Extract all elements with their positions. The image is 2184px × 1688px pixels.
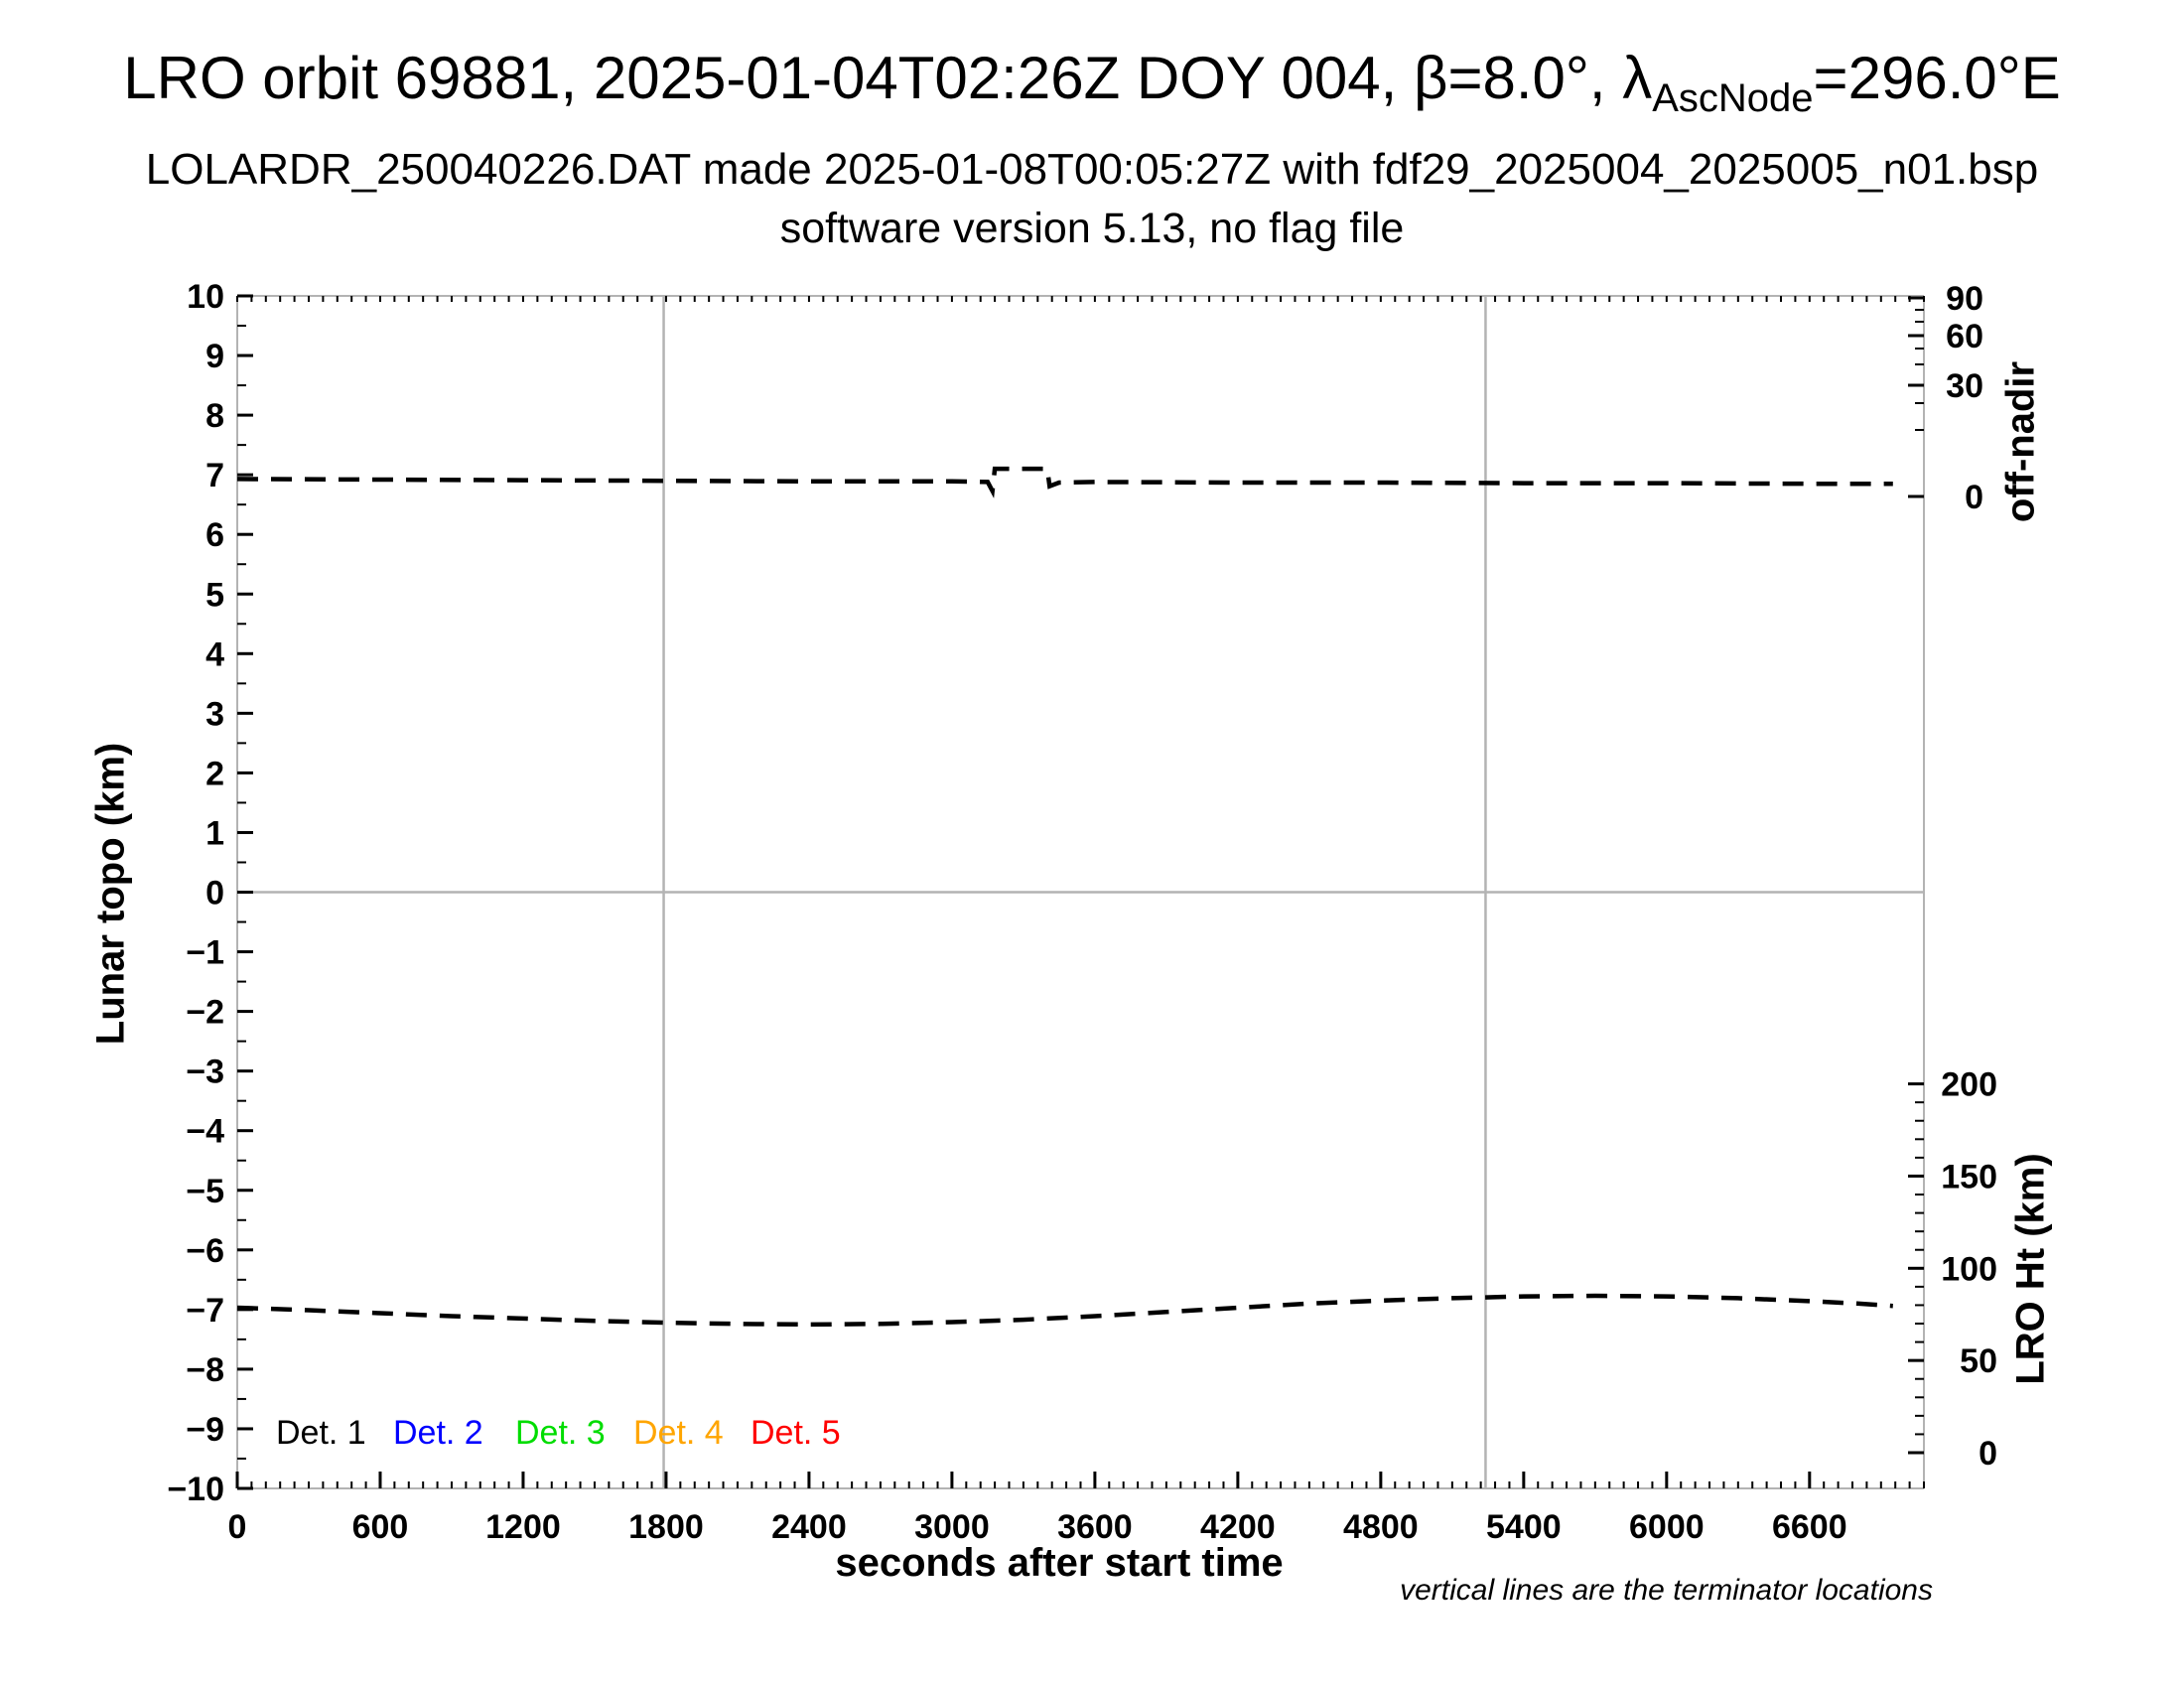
- right-bottom-axis-title: LRO Ht (km): [2008, 1153, 2053, 1385]
- offnadir-tick-label: 30: [1946, 367, 1983, 405]
- left-axis-tick-label: −6: [186, 1232, 224, 1270]
- title-prefix: LRO orbit 69881, 2025-01-04T02:26Z DOY 0…: [123, 45, 1653, 111]
- left-axis-tick-label: −3: [186, 1054, 224, 1091]
- left-axis-tick-label: 2: [205, 755, 224, 792]
- lroht-tick-label: 0: [1979, 1435, 1997, 1473]
- x-axis-tick-label: 6000: [1629, 1508, 1705, 1546]
- offnadir-tick-label: 60: [1946, 318, 1983, 355]
- lroht-tick-label: 150: [1941, 1158, 1997, 1196]
- legend-item-det-5: Det. 5: [751, 1414, 841, 1452]
- x-axis-title: seconds after start time: [835, 1541, 1284, 1585]
- x-axis-tick-label: 1800: [628, 1508, 704, 1546]
- left-axis-tick-label: 0: [205, 875, 224, 913]
- left-axis-tick-label: −9: [186, 1411, 224, 1449]
- left-axis-tick-label: 3: [205, 695, 224, 733]
- terminator-note: vertical lines are the terminator locati…: [1400, 1574, 1933, 1607]
- left-axis-tick-label: −4: [186, 1113, 224, 1151]
- left-axis-tick-label: 9: [205, 338, 224, 375]
- left-axis-tick-label: −5: [186, 1173, 224, 1210]
- x-axis-tick-label: 1200: [485, 1508, 561, 1546]
- x-axis-tick-label: 600: [352, 1508, 409, 1546]
- x-axis-tick-label: 6600: [1772, 1508, 1847, 1546]
- x-axis-tick-label: 4200: [1200, 1508, 1276, 1546]
- title-suffix: =296.0°E: [1813, 45, 2061, 111]
- x-axis-tick-label: 3000: [914, 1508, 990, 1546]
- x-axis-tick-label: 0: [228, 1508, 247, 1546]
- legend-item-det-1: Det. 1: [276, 1414, 366, 1452]
- subtitle-version-line: software version 5.13, no flag file: [779, 205, 1405, 252]
- dashed-curve-off-nadir: [236, 466, 1893, 498]
- left-axis-tick-label: 6: [205, 516, 224, 554]
- left-axis-tick-label: 7: [205, 457, 224, 494]
- title-ascnode-subscript: AscNode: [1652, 76, 1814, 120]
- left-axis-tick-label: 4: [205, 635, 224, 673]
- left-axis-title: Lunar topo (km): [88, 742, 133, 1046]
- legend-item-det-3: Det. 3: [515, 1414, 606, 1452]
- right-top-axis-title: off-nadir: [1998, 360, 2043, 523]
- x-axis-tick-label: 2400: [771, 1508, 847, 1546]
- subtitle-file-line: LOLARDR_250040226.DAT made 2025-01-08T00…: [145, 145, 2039, 194]
- lroht-tick-label: 100: [1941, 1250, 1997, 1288]
- left-axis-tick-label: 1: [205, 814, 224, 852]
- x-axis-tick-label: 5400: [1486, 1508, 1562, 1546]
- lroht-tick-label: 50: [1960, 1342, 1997, 1380]
- x-axis-tick-label: 4800: [1343, 1508, 1419, 1546]
- left-axis-tick-label: 10: [187, 278, 224, 316]
- left-axis-tick-label: −2: [186, 994, 224, 1032]
- left-axis-tick-label: 8: [205, 397, 224, 435]
- left-axis-tick-label: −7: [186, 1292, 224, 1330]
- legend-item-det-4: Det. 4: [633, 1414, 724, 1452]
- lroht-tick-label: 200: [1941, 1066, 1997, 1104]
- x-axis-tick-label: 3600: [1057, 1508, 1133, 1546]
- left-axis-tick-label: −1: [186, 934, 224, 972]
- left-axis-tick-label: −10: [167, 1471, 224, 1508]
- offnadir-tick-label: 90: [1946, 280, 1983, 318]
- left-axis-tick-label: −8: [186, 1351, 224, 1389]
- dashed-curve-lro-height: [236, 1293, 1893, 1328]
- offnadir-tick-label: 0: [1965, 479, 1983, 516]
- legend-item-det-2: Det. 2: [393, 1414, 483, 1452]
- left-axis-tick-label: 5: [205, 576, 224, 614]
- page-title: LRO orbit 69881, 2025-01-04T02:26Z DOY 0…: [123, 44, 2061, 121]
